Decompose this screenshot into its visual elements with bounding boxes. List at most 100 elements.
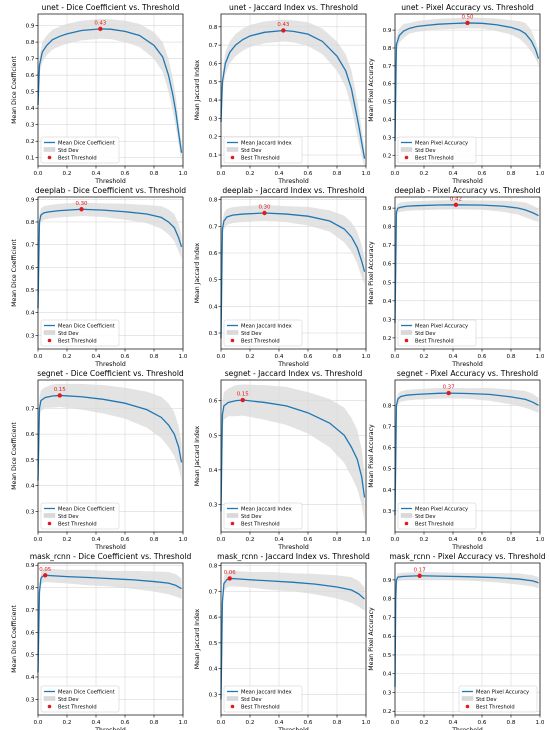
legend-band-swatch [43,330,56,335]
subplot: 0.0 0.2 0.4 0.6 0.8 1.0 0.3 0.4 0.5 0.6 0.7 0.8 0.30… [194,186,371,368]
legend-mean-label: Mean Dice Coefficient [58,324,115,330]
y-tick-label: 0.5 [209,80,218,86]
x-tick-label: 0.2 [63,537,72,543]
y-tick-label: 0.5 [26,458,35,464]
y-tick-label: 0.3 [383,509,392,515]
x-axis-label: Threshold [451,178,483,185]
legend-best-swatch [404,338,409,343]
y-tick-label: 0.8 [383,403,392,409]
x-tick-label: 0.4 [275,354,284,360]
y-tick-label: 0.6 [383,446,392,452]
legend-band-swatch [43,513,56,518]
legend-mean-label: Mean Dice Coefficient [58,507,115,513]
legend-std-label: Std Dev [476,697,497,703]
y-tick-label: 0.6 [209,615,218,621]
subplot: 0.0 0.2 0.4 0.6 0.8 1.0 0.2 0.3 0.4 0.5 0.6 0.7 0.8 0… [368,552,546,730]
y-tick-label: 0.1 [26,156,35,162]
subplot: 0.0 0.2 0.4 0.6 0.8 1.0 0.1 0.2 0.3 0.4 0.5 0.6 0.7 0… [194,3,371,185]
y-tick-label: 0.4 [26,106,35,112]
best-threshold-label: 0.15 [237,392,249,398]
y-tick-label: 0.5 [209,641,218,647]
y-tick-label: 0.5 [26,653,35,659]
y-axis-label: Mean Pixel Accuracy [368,241,375,305]
legend-mean-label: Mean Pixel Accuracy [476,690,529,696]
legend-best-swatch [230,338,235,343]
legend-mean-label: Mean Pixel Accuracy [415,141,468,147]
y-tick-label: 0.6 [26,432,35,438]
std-band [395,200,539,325]
x-tick-label: 1.0 [536,354,545,360]
x-tick-label: 0.6 [304,171,313,177]
x-tick-label: 0.6 [478,171,487,177]
legend-best-swatch [404,521,409,526]
y-tick-label: 0.6 [26,73,35,79]
legend-std-label: Std Dev [241,514,262,520]
x-tick-label: 0.4 [275,171,284,177]
x-axis-label: Threshold [277,178,309,185]
x-tick-label: 0.8 [507,537,516,543]
x-tick-label: 0.2 [246,537,255,543]
y-tick-label: 0.6 [209,251,218,257]
std-band [395,387,539,518]
x-tick-label: 0.6 [121,171,130,177]
best-threshold-point [446,390,451,396]
x-tick-label: 1.0 [179,537,188,543]
legend-best-swatch [47,155,52,160]
y-tick-label: 0.9 [383,28,392,34]
legend-box [458,685,538,713]
y-tick-label: 0.3 [26,509,35,515]
plot-frame [394,196,541,350]
legend-best-label: Best Threshold [241,339,280,345]
y-tick-label: 0.1 [209,153,218,159]
subplot: 0.0 0.2 0.4 0.6 0.8 1.0 0.3 0.4 0.5 0.6 0.7 0.8 0.9 0… [11,186,188,368]
mean-line [394,22,540,141]
subplot: 0.0 0.2 0.4 0.6 0.8 1.0 0.2 0.3 0.4 0.5 0.6 0.7 0.8 0… [368,3,545,185]
y-tick-label: 0.4 [209,304,218,310]
x-tick-label: 0.8 [150,354,159,360]
legend-best-label: Best Threshold [415,339,454,345]
y-tick-label: 0.8 [209,564,218,570]
legend-best-swatch [404,155,409,160]
y-tick-label: 0.9 [26,197,35,203]
legend-best-label: Best Threshold [58,339,97,345]
y-tick-label: 0.7 [383,615,392,621]
x-axis-label: Threshold [277,727,309,730]
y-axis-label: Mean Jaccard Index [194,608,201,669]
y-tick-label: 0.5 [209,278,218,284]
legend-best-label: Best Threshold [58,705,97,711]
y-tick-label: 0.6 [209,61,218,67]
subplot: 0.0 0.2 0.4 0.6 0.8 1.0 0.3 0.4 0.5 0.6 0.15 segnet… [194,369,371,551]
legend-band-swatch [43,696,56,701]
legend-mean-label: Mean Jaccard Index [241,324,292,330]
x-tick-label: 0.0 [217,171,226,177]
x-tick-label: 0.0 [391,171,400,177]
x-tick-label: 0.6 [121,720,130,726]
y-axis-label: Mean Jaccard Index [194,242,201,303]
x-tick-label: 0.8 [507,171,516,177]
legend-std-label: Std Dev [241,148,262,154]
legend-band-swatch [226,513,239,518]
x-tick-label: 0.0 [217,720,226,726]
legend-std-label: Std Dev [58,697,79,703]
plot-frame [394,562,541,716]
x-tick-label: 0.8 [150,171,159,177]
y-tick-label: 0.4 [383,118,392,124]
y-tick-label: 0.5 [26,288,35,294]
chart-title: mask_rcnn - Dice Coefficient vs. Thresho… [30,552,192,561]
y-tick-label: 0.7 [209,589,218,595]
y-tick-label: 0.9 [26,563,35,569]
y-tick-label: 0.4 [209,98,218,104]
y-tick-label: 0.9 [383,578,392,584]
y-tick-label: 0.4 [383,488,392,494]
x-tick-label: 1.0 [362,720,371,726]
y-tick-label: 0.8 [209,25,218,31]
best-threshold-label: 0.43 [94,20,106,26]
x-tick-label: 0.0 [391,537,400,543]
legend-band-swatch [461,696,474,701]
std-band [221,205,365,341]
best-threshold-point [98,26,103,32]
